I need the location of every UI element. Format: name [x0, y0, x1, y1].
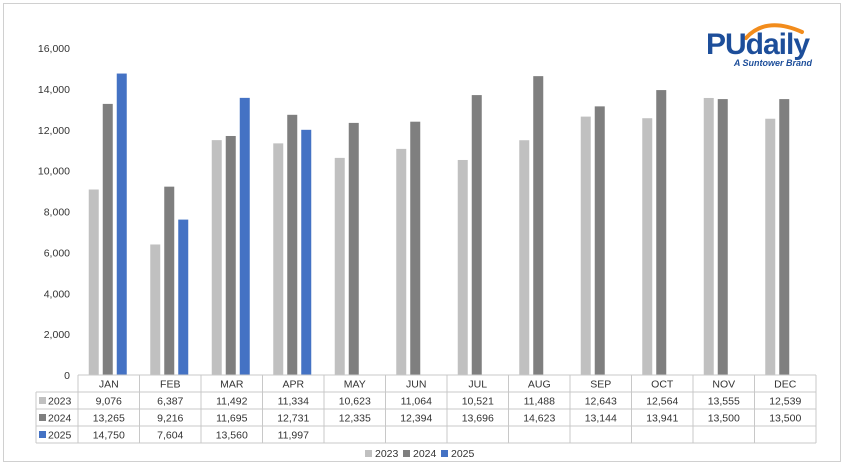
data-label: 9,076	[96, 396, 122, 408]
x-tick-label: FEB	[160, 379, 180, 391]
x-tick-label: JUN	[406, 379, 426, 391]
data-label: 10,623	[339, 396, 371, 408]
data-label: 6,387	[157, 396, 183, 408]
bar-2024-apr	[287, 114, 298, 376]
data-label: 12,394	[400, 413, 432, 425]
bar-2024-oct	[656, 90, 667, 375]
data-label: 11,997	[278, 430, 309, 442]
y-tick-label: 14,000	[38, 84, 70, 96]
bar-2023-feb	[150, 244, 161, 375]
y-tick-label: 8,000	[44, 207, 70, 219]
data-label: 9,216	[157, 413, 183, 425]
x-tick-label: OCT	[651, 379, 674, 391]
row-label-2023: 2023	[48, 396, 72, 408]
data-label: 11,488	[524, 396, 555, 408]
bar-2023-mar	[211, 140, 222, 375]
data-label: 11,064	[401, 396, 432, 408]
x-tick-label: MAR	[220, 379, 244, 391]
data-label: 13,560	[216, 430, 248, 442]
bar-2023-jul	[457, 159, 468, 375]
x-tick-label: JUL	[468, 379, 487, 391]
bar-chart: 0 2,000 4,000 6,000 8,000 10,000 12,000 14,000 1…	[35, 43, 817, 460]
data-label: 13,696	[462, 413, 494, 425]
bar-2024-nov	[717, 99, 728, 375]
data-label: 12,643	[585, 396, 617, 408]
row-key-2024	[39, 414, 46, 421]
bar-2024-mar	[225, 135, 236, 375]
bar-2024-may	[348, 122, 359, 375]
legend-key-2025	[441, 450, 448, 457]
data-label: 13,555	[708, 396, 740, 408]
bar-2023-aug	[519, 140, 530, 375]
data-label: 12,539	[769, 396, 801, 408]
row-key-2025	[39, 431, 46, 438]
data-label: 11,695	[216, 413, 247, 425]
bar-2023-oct	[642, 118, 653, 375]
data-label: 12,731	[277, 413, 309, 425]
bar-2023-jan	[88, 189, 99, 375]
x-tick-label: MAY	[344, 379, 366, 391]
bar-2025-apr	[301, 129, 312, 375]
data-label: 12,335	[339, 413, 371, 425]
data-label: 14,623	[523, 413, 555, 425]
x-tick-label: SEP	[590, 379, 611, 391]
bar-2024-dec	[779, 99, 790, 375]
data-label: 13,265	[93, 413, 125, 425]
x-tick-label: APR	[282, 379, 304, 391]
data-label: 13,500	[708, 413, 740, 425]
bar-2025-jan	[116, 73, 127, 375]
logo-tagline: A Suntower Brand	[733, 58, 812, 68]
bar-2024-jul	[471, 95, 482, 375]
bar-2023-sep	[580, 116, 591, 375]
y-tick-label: 0	[64, 370, 70, 382]
bar-2025-feb	[178, 219, 189, 375]
legend-label: 2023	[375, 448, 399, 460]
bar-2024-feb	[164, 186, 175, 375]
y-tick-label: 4,000	[44, 288, 70, 300]
bar-2024-jun	[410, 121, 421, 375]
y-tick-label: 12,000	[38, 125, 70, 137]
x-tick-label: NOV	[712, 379, 735, 391]
x-tick-label: JAN	[99, 379, 119, 391]
data-label: 7,604	[157, 430, 183, 442]
y-tick-label: 10,000	[38, 166, 70, 178]
bar-2023-apr	[273, 143, 284, 375]
bar-2024-aug	[533, 76, 544, 375]
y-tick-label: 6,000	[44, 247, 70, 259]
bar-2023-may	[334, 157, 345, 375]
row-label-2024: 2024	[48, 413, 72, 425]
pudaily-logo: PUdaily A Suntower Brand	[706, 14, 816, 74]
legend-key-2023	[365, 450, 372, 457]
data-label: 13,941	[646, 413, 678, 425]
legend-label: 2024	[413, 448, 437, 460]
data-label: 11,492	[216, 396, 247, 408]
y-tick-label: 2,000	[44, 329, 70, 341]
legend-label: 2025	[451, 448, 475, 460]
row-key-2023	[39, 397, 46, 404]
bar-2023-jun	[396, 148, 407, 375]
bar-2025-mar	[239, 97, 250, 376]
y-tick-label: 16,000	[38, 43, 70, 55]
data-label: 10,521	[462, 396, 494, 408]
x-tick-label: AUG	[528, 379, 551, 391]
bar-2023-nov	[703, 97, 714, 375]
bar-2024-sep	[594, 106, 605, 375]
row-label-2025: 2025	[48, 430, 72, 442]
bar-2024-jan	[102, 103, 113, 376]
data-label: 11,334	[278, 396, 309, 408]
data-label: 13,500	[769, 413, 801, 425]
bar-2023-dec	[765, 118, 776, 375]
data-label: 12,564	[646, 396, 678, 408]
legend-key-2024	[403, 450, 410, 457]
logo-name: PUdaily	[706, 28, 810, 61]
data-label: 13,144	[585, 413, 617, 425]
chart-frame: 0 2,000 4,000 6,000 8,000 10,000 12,000 14,000 1…	[3, 3, 841, 462]
logo-arc-icon	[744, 23, 804, 40]
data-label: 14,750	[93, 430, 125, 442]
x-tick-label: DEC	[774, 379, 797, 391]
